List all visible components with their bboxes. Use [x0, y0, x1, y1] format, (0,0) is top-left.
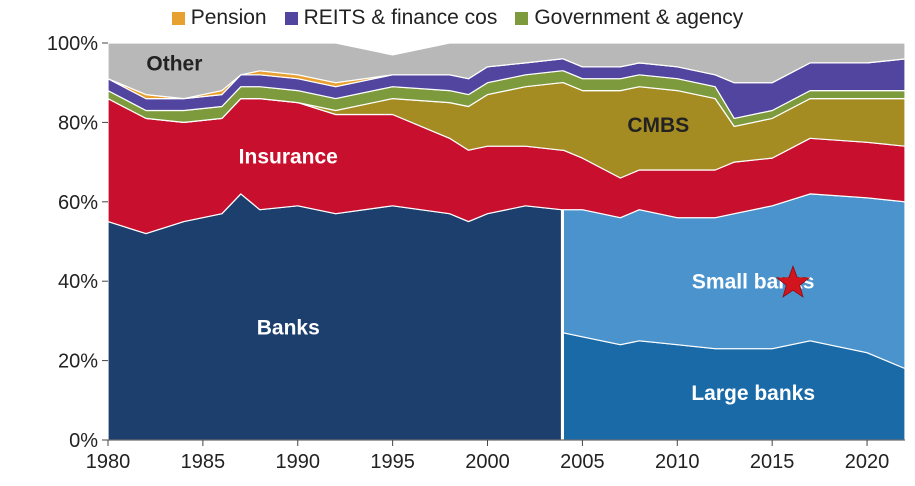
legend-item-reits: REITS & finance cos: [284, 6, 498, 30]
x-tick-label: 1980: [86, 451, 131, 473]
y-tick-label: 0%: [69, 430, 98, 452]
legend-label-reits: REITS & finance cos: [303, 6, 498, 29]
x-tick-label: 2010: [655, 451, 700, 473]
legend-swatch-pension: [171, 11, 185, 25]
legend-swatch-reits: [284, 11, 298, 25]
y-tick-label: 40%: [58, 271, 98, 293]
axes-layer: 0% 20% 40% 60% 80% 100% 1980 1985 1990 1995 2000 20…: [47, 33, 905, 473]
area-label-cmbs: CMBS: [627, 114, 689, 137]
area-label-insurance: Insurance: [239, 146, 338, 169]
x-tick-label: 1995: [370, 451, 415, 473]
area-layer: [107, 42, 906, 441]
y-tick-label: 100%: [47, 33, 98, 55]
area-other: [107, 42, 906, 100]
legend-label-pension: Pension: [190, 6, 267, 29]
legend-swatch-government: [515, 11, 529, 25]
y-tick-label: 80%: [58, 112, 98, 134]
x-tick-label: 2005: [560, 451, 605, 473]
y-tick-label: 20%: [58, 351, 98, 373]
area-banks: [107, 193, 563, 441]
chart-legend: Pension REITS & finance cos Government &…: [0, 0, 915, 36]
legend-item-government: Government & agency: [515, 6, 743, 30]
x-tick-label: 2020: [845, 451, 890, 473]
x-tick-label: 1985: [181, 451, 226, 473]
legend-item-pension: Pension: [171, 6, 267, 30]
annotation-layer: Other Insurance CMBS Banks Small banks Large …: [146, 52, 815, 405]
area-label-other: Other: [146, 52, 202, 75]
area-label-small-banks: Small banks: [692, 271, 815, 294]
x-tick-label: 1990: [276, 451, 321, 473]
area-label-banks: Banks: [257, 316, 320, 339]
x-tick-label: 2000: [465, 451, 510, 473]
legend-label-government: Government & agency: [534, 6, 744, 29]
star-marker-icon: [775, 265, 811, 298]
y-tick-label: 60%: [58, 192, 98, 214]
x-tick-label: 2015: [750, 451, 795, 473]
area-label-large-banks: Large banks: [691, 382, 815, 405]
